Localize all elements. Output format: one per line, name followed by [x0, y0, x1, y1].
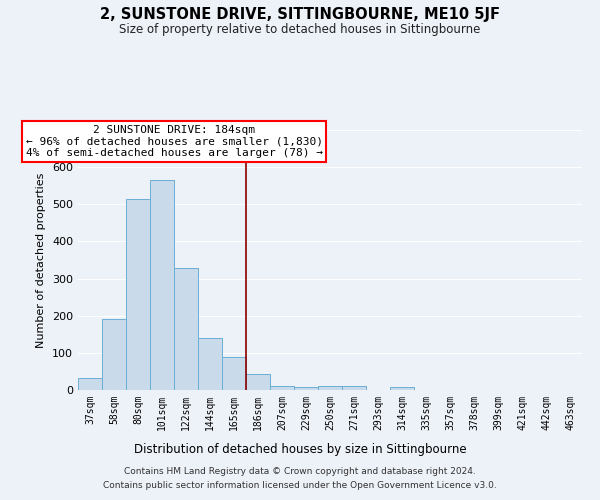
- Text: Distribution of detached houses by size in Sittingbourne: Distribution of detached houses by size …: [134, 442, 466, 456]
- Text: Contains public sector information licensed under the Open Government Licence v3: Contains public sector information licen…: [103, 481, 497, 490]
- Bar: [390, 387, 414, 390]
- Text: 2 SUNSTONE DRIVE: 184sqm
← 96% of detached houses are smaller (1,830)
4% of semi: 2 SUNSTONE DRIVE: 184sqm ← 96% of detach…: [25, 125, 323, 158]
- Y-axis label: Number of detached properties: Number of detached properties: [37, 172, 46, 348]
- Bar: [174, 268, 198, 390]
- Bar: [294, 387, 318, 390]
- Bar: [78, 378, 102, 390]
- Bar: [222, 358, 246, 390]
- Bar: [318, 386, 342, 390]
- Bar: [342, 386, 366, 390]
- Bar: [150, 180, 174, 390]
- Bar: [246, 374, 270, 390]
- Text: Contains HM Land Registry data © Crown copyright and database right 2024.: Contains HM Land Registry data © Crown c…: [124, 467, 476, 476]
- Text: Size of property relative to detached houses in Sittingbourne: Size of property relative to detached ho…: [119, 22, 481, 36]
- Bar: [102, 320, 126, 390]
- Text: 2, SUNSTONE DRIVE, SITTINGBOURNE, ME10 5JF: 2, SUNSTONE DRIVE, SITTINGBOURNE, ME10 5…: [100, 8, 500, 22]
- Bar: [126, 198, 150, 390]
- Bar: [270, 386, 294, 390]
- Bar: [198, 338, 222, 390]
